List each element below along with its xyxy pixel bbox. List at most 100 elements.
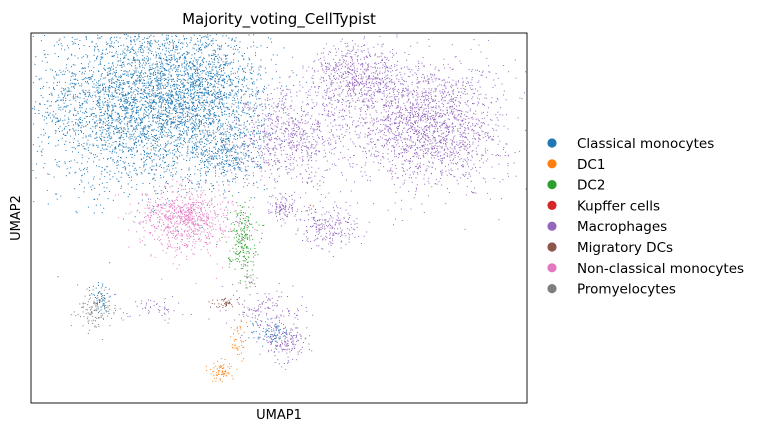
data-point — [196, 90, 198, 92]
data-point — [185, 79, 187, 81]
data-point — [154, 174, 156, 176]
data-point — [111, 66, 112, 68]
data-point — [211, 163, 213, 164]
data-point — [122, 130, 124, 132]
data-point — [189, 61, 191, 63]
data-point — [220, 150, 222, 152]
data-point — [93, 199, 95, 200]
data-point — [141, 59, 143, 61]
data-point — [211, 155, 213, 157]
data-point — [168, 50, 170, 52]
data-point — [191, 136, 193, 137]
data-point — [259, 333, 261, 335]
data-point — [199, 121, 201, 123]
data-point — [163, 204, 165, 206]
data-point — [205, 174, 207, 176]
data-point — [87, 66, 89, 68]
data-point — [97, 70, 99, 72]
data-point — [139, 60, 141, 62]
data-point — [141, 134, 143, 136]
data-point — [138, 61, 140, 63]
data-point — [74, 94, 76, 96]
data-point — [74, 188, 76, 190]
data-point — [184, 96, 186, 98]
data-point — [127, 92, 129, 94]
data-point — [136, 151, 138, 153]
data-point — [107, 68, 109, 69]
data-point — [208, 119, 210, 121]
data-point — [224, 92, 226, 94]
data-point — [165, 170, 167, 172]
data-point — [89, 121, 91, 123]
data-point — [225, 55, 227, 57]
data-point — [151, 43, 153, 45]
data-point — [129, 133, 131, 135]
data-point — [54, 89, 56, 91]
data-point — [229, 84, 231, 86]
data-point — [135, 118, 137, 120]
data-point — [257, 336, 259, 338]
data-point — [155, 102, 157, 104]
data-point — [84, 78, 86, 80]
data-point — [177, 190, 179, 192]
data-point — [194, 65, 196, 67]
data-point — [191, 78, 193, 80]
data-point — [199, 131, 201, 133]
data-point — [209, 115, 211, 117]
data-point — [118, 171, 120, 173]
data-point — [206, 71, 208, 73]
data-point — [240, 131, 242, 133]
data-point — [217, 92, 219, 93]
data-point — [179, 108, 181, 110]
data-point — [100, 74, 102, 76]
data-point — [97, 198, 98, 200]
data-point — [240, 96, 242, 98]
data-point — [142, 103, 144, 105]
data-point — [207, 109, 209, 111]
data-point — [250, 261, 252, 262]
data-point — [248, 174, 250, 176]
data-point — [276, 107, 278, 109]
data-point — [234, 133, 236, 135]
data-point — [212, 101, 214, 103]
data-point — [155, 169, 157, 171]
data-point — [108, 134, 110, 136]
data-point — [124, 107, 126, 109]
data-point — [286, 331, 287, 333]
data-point — [45, 111, 47, 113]
data-point — [123, 162, 125, 164]
data-point — [114, 151, 116, 153]
data-point — [149, 76, 151, 77]
data-point — [214, 59, 216, 61]
data-point — [183, 108, 185, 110]
data-point — [255, 52, 256, 54]
data-point — [256, 92, 258, 94]
data-point — [78, 145, 80, 147]
data-point — [163, 40, 165, 42]
data-point — [167, 103, 169, 105]
data-point — [184, 57, 186, 59]
data-point — [180, 91, 182, 93]
data-point — [40, 40, 42, 42]
data-point — [167, 101, 169, 103]
data-point — [219, 69, 221, 70]
data-point — [201, 130, 203, 132]
data-point — [247, 155, 249, 157]
data-point — [124, 48, 126, 50]
data-point — [131, 125, 133, 127]
data-point — [55, 132, 57, 134]
data-point — [40, 95, 42, 96]
data-point — [203, 116, 205, 118]
data-point — [197, 141, 199, 143]
data-point — [137, 150, 138, 152]
data-point — [159, 72, 161, 74]
data-point — [107, 124, 109, 126]
data-point — [178, 103, 180, 105]
data-point — [44, 54, 46, 56]
data-point — [133, 99, 135, 101]
data-point — [102, 115, 104, 116]
data-point — [144, 92, 146, 94]
data-point — [248, 57, 250, 59]
data-point — [111, 126, 113, 128]
data-point — [158, 82, 160, 84]
